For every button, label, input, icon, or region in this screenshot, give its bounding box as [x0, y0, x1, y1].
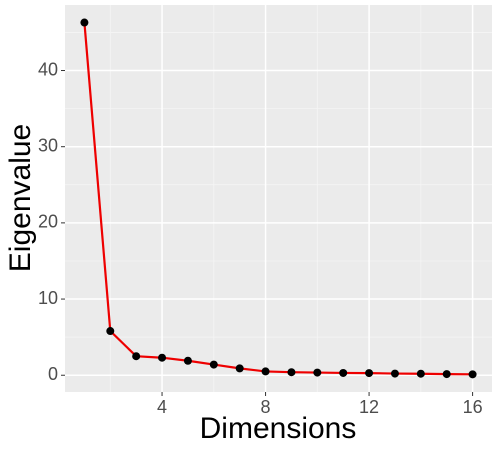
y-tick-label: 30 [38, 135, 58, 155]
y-tick-label: 40 [38, 59, 58, 79]
data-point [183, 356, 192, 365]
data-point [106, 327, 115, 336]
data-point [235, 364, 244, 373]
data-point [339, 368, 348, 377]
y-tick-label: 0 [48, 364, 58, 384]
data-point [313, 368, 322, 377]
panel [65, 5, 492, 392]
data-point [132, 352, 141, 361]
x-axis-title: Dimensions [200, 412, 357, 445]
data-point [390, 369, 399, 378]
x-tick-label: 12 [359, 397, 379, 417]
data-point [365, 369, 374, 378]
data-point [287, 368, 296, 377]
grid [65, 5, 492, 392]
data-point [261, 367, 270, 376]
data-point [209, 360, 218, 369]
x-tick-label: 16 [463, 397, 483, 417]
data-point [80, 18, 89, 27]
data-point [416, 369, 425, 378]
x-tick-label: 8 [261, 397, 271, 417]
marks [80, 18, 477, 379]
y-tick-label: 20 [38, 212, 58, 232]
data-point [158, 353, 167, 362]
y-axis-title: Eigenvalue [4, 124, 37, 272]
x-tick-label: 4 [157, 397, 167, 417]
y-tick-label: 10 [38, 288, 58, 308]
series-line [83, 22, 473, 376]
data-point [468, 370, 477, 379]
data-point [442, 370, 451, 379]
